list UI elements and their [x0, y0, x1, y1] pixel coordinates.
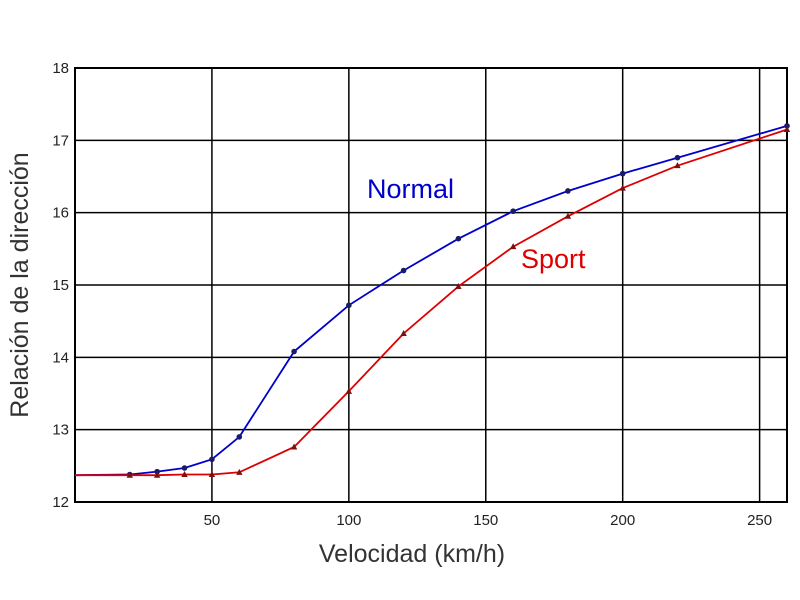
- y-axis-title: Relación de la dirección: [6, 152, 34, 417]
- data-point-normal: [619, 170, 626, 177]
- data-point-sport: [455, 282, 462, 289]
- data-point-sport: [674, 162, 681, 169]
- data-point-sport: [509, 243, 517, 250]
- data-point-normal: [236, 434, 243, 440]
- data-point-sport: [153, 471, 161, 478]
- x-axis-title: Velocidad (km/h): [319, 540, 505, 568]
- data-point-normal: [400, 267, 407, 274]
- x-tick-label: 200: [610, 512, 635, 529]
- series-label-normal: Normal: [367, 174, 454, 204]
- data-point-normal: [154, 468, 160, 475]
- series-label-sport: Sport: [521, 244, 586, 274]
- data-point-sport: [181, 471, 188, 478]
- data-point-normal: [674, 154, 681, 161]
- data-point-normal: [209, 456, 215, 463]
- x-tick-label: 250: [747, 512, 772, 529]
- data-point-sport: [400, 329, 407, 336]
- data-point-sport: [783, 125, 791, 132]
- x-axis-ticks: 50 100 150 200 250: [204, 512, 773, 529]
- x-tick-label: 150: [473, 512, 498, 529]
- data-point-normal: [784, 123, 790, 129]
- data-point-sport: [236, 468, 243, 475]
- data-point-normal: [565, 188, 571, 194]
- y-tick-label: 17: [52, 132, 69, 149]
- grid-lines: [75, 68, 787, 502]
- data-point-normal: [346, 302, 352, 309]
- data-point-normal: [181, 465, 188, 471]
- data-point-normal: [291, 348, 297, 355]
- plot-frame: [74, 67, 788, 503]
- data-point-sport: [564, 212, 572, 219]
- data-point-sport: [345, 387, 353, 394]
- y-tick-label: 13: [52, 422, 69, 439]
- x-tick-label: 50: [204, 512, 221, 529]
- data-point-normal: [510, 208, 516, 215]
- data-point-sport: [208, 471, 216, 478]
- data-point-normal: [455, 235, 462, 242]
- x-tick-label: 100: [336, 512, 361, 529]
- y-tick-label: 14: [52, 349, 69, 366]
- data-point-sport: [126, 471, 133, 478]
- y-tick-label: 12: [52, 494, 69, 511]
- y-tick-label: 18: [52, 60, 69, 77]
- data-point-sport: [619, 184, 626, 191]
- series-layer: [74, 123, 791, 478]
- y-axis-ticks: 12 13 14 15 16 17 18: [52, 60, 69, 511]
- y-tick-label: 16: [52, 205, 69, 222]
- y-tick-label: 15: [52, 277, 69, 294]
- data-point-sport: [290, 443, 298, 450]
